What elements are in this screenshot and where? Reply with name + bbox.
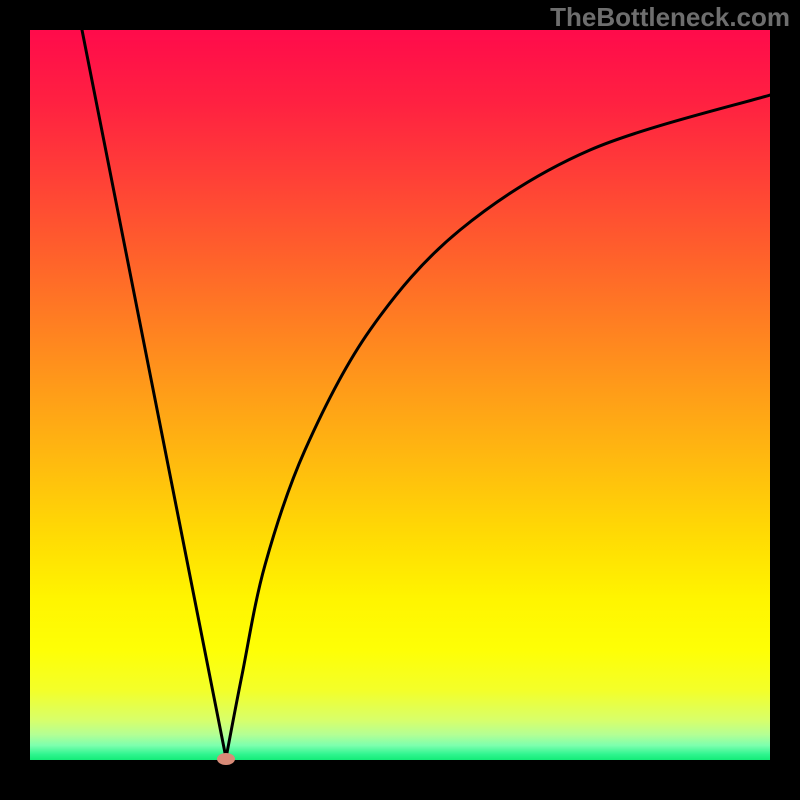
bottleneck-curve <box>30 30 770 770</box>
chart-canvas: TheBottleneck.com <box>0 0 800 800</box>
optimum-marker <box>217 753 235 765</box>
plot-area <box>30 30 770 770</box>
curve-path <box>82 30 770 758</box>
watermark-text: TheBottleneck.com <box>550 2 790 33</box>
